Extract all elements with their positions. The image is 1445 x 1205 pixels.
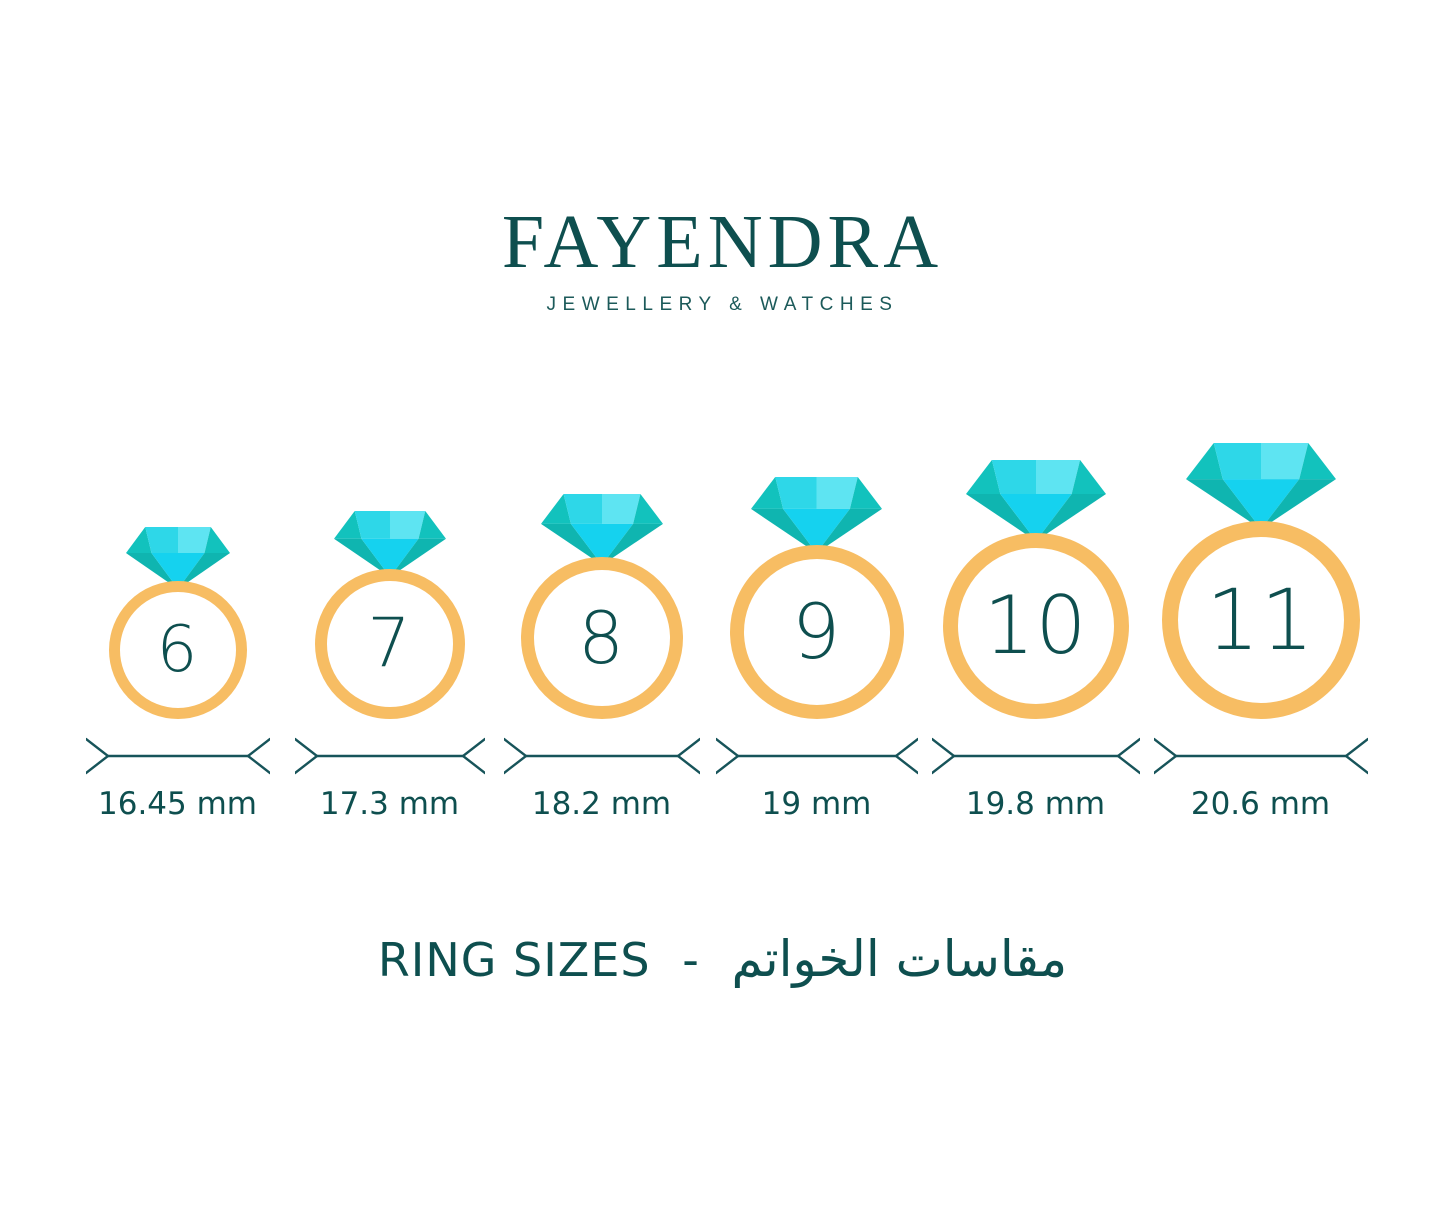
ring-size-number: 10 (983, 579, 1088, 672)
ring-graphic: 8 (520, 494, 683, 719)
ring-graphic: 7 (314, 511, 465, 719)
page-title-arabic: مقاسات الخواتم (731, 930, 1068, 988)
brand-logo: FAYENDRA JEWELLERY & WATCHES (0, 204, 1445, 316)
page-title: RING SIZES - مقاسات الخواتم (0, 930, 1445, 988)
dimension-line (931, 737, 1140, 775)
brand-tagline: JEWELLERY & WATCHES (546, 294, 899, 315)
ring-size-item[interactable]: 7 17.3 mm (285, 440, 495, 820)
page-title-separator: - (682, 933, 700, 987)
dimension-line (715, 737, 918, 775)
dimension-line (294, 737, 485, 775)
ring-size-list: 6 16.45 mm 7 17.3 mm 8 18.2 mm 9 19 mm 10 19.8 mm… (0, 440, 1445, 820)
ring-band: 10 (942, 533, 1129, 719)
ring-diameter-label: 16.45 mm (98, 786, 257, 822)
ring-diameter-label: 17.3 mm (319, 786, 460, 822)
ring-band: 7 (314, 569, 465, 719)
diamond-icon (333, 511, 446, 577)
ring-size-item[interactable]: 6 16.45 mm (71, 440, 285, 820)
diamond-icon (1185, 443, 1336, 529)
ring-diameter-label: 19.8 mm (965, 786, 1106, 822)
dimension-line (1153, 737, 1368, 775)
ring-graphic: 10 (942, 460, 1129, 719)
ring-size-number: 11 (1206, 571, 1315, 669)
ring-band: 11 (1161, 521, 1360, 719)
dimension-line (503, 737, 700, 775)
ring-size-item[interactable]: 11 20.6 mm (1147, 440, 1375, 820)
ring-size-item[interactable]: 10 19.8 mm (925, 440, 1147, 820)
ring-band: 9 (729, 545, 904, 719)
ring-graphic: 9 (729, 477, 904, 719)
ring-band: 6 (108, 581, 247, 719)
diamond-icon (751, 477, 882, 553)
diamond-icon (540, 494, 663, 565)
page-title-english: RING SIZES (377, 933, 651, 987)
brand-name: FAYENDRA (501, 200, 944, 284)
ring-band: 8 (520, 557, 683, 719)
diamond-icon (125, 527, 230, 589)
ring-size-number: 6 (156, 613, 199, 687)
dimension-line (85, 737, 270, 775)
ring-graphic: 6 (108, 527, 247, 719)
ring-diameter-label: 19 mm (761, 786, 872, 822)
ring-size-number: 9 (791, 587, 842, 676)
ring-size-item[interactable]: 8 18.2 mm (495, 440, 709, 820)
ring-diameter-label: 20.6 mm (1190, 786, 1331, 822)
ring-size-number: 8 (578, 596, 625, 680)
ring-graphic: 11 (1161, 443, 1360, 719)
ring-size-number: 7 (367, 604, 412, 683)
diamond-icon (965, 460, 1106, 541)
ring-diameter-label: 18.2 mm (531, 786, 672, 822)
ring-size-item[interactable]: 9 19 mm (709, 440, 925, 820)
